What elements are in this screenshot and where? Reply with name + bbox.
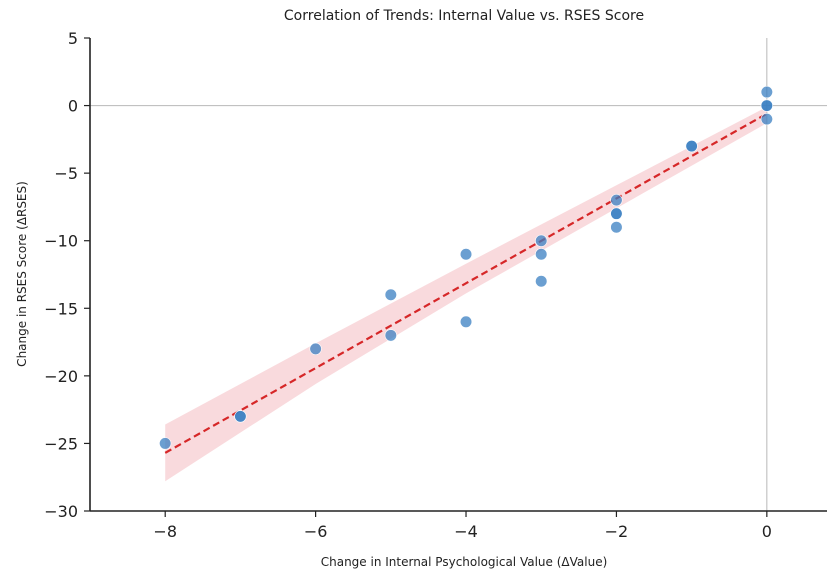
chart-title: Correlation of Trends: Internal Value vs… — [284, 8, 644, 24]
data-point — [535, 275, 548, 288]
y-axis-label: Change in RSES Score (ΔRSES) — [15, 181, 29, 367]
data-point — [234, 410, 247, 423]
data-point — [610, 194, 623, 207]
data-point — [760, 99, 773, 112]
data-point — [535, 248, 548, 261]
data-point — [459, 248, 473, 261]
x-axis-ticks: −8 −6 −4 −2 0 — [153, 511, 772, 541]
data-point — [459, 315, 473, 328]
data-point — [309, 342, 322, 355]
x-tick-label: −2 — [605, 522, 629, 541]
data-point — [535, 234, 548, 247]
x-tick-label: −4 — [454, 522, 478, 541]
x-tick-label: 0 — [762, 522, 772, 541]
data-point — [384, 288, 397, 301]
y-tick-label: −30 — [44, 502, 78, 521]
y-tick-label: 5 — [68, 29, 78, 48]
plot-area — [90, 38, 827, 511]
y-tick-label: −10 — [44, 232, 78, 251]
data-point — [685, 140, 698, 153]
data-point — [384, 329, 397, 342]
y-tick-label: 0 — [68, 97, 78, 116]
data-point — [760, 85, 773, 99]
data-point — [610, 207, 623, 220]
x-tick-label: −6 — [304, 522, 328, 541]
y-tick-label: −15 — [44, 299, 78, 318]
data-point — [159, 437, 172, 450]
y-tick-label: −5 — [54, 164, 78, 183]
y-tick-label: −20 — [44, 367, 78, 386]
y-axis-ticks: 5 0 −5 −10 −15 −20 −25 −30 — [44, 29, 90, 521]
x-axis-label: Change in Internal Psychological Value (… — [321, 555, 608, 569]
data-point — [760, 112, 773, 126]
x-tick-label: −8 — [153, 522, 177, 541]
confidence-band — [165, 106, 767, 482]
y-tick-label: −25 — [44, 434, 78, 453]
regression-line — [164, 112, 768, 454]
data-point — [610, 221, 623, 234]
